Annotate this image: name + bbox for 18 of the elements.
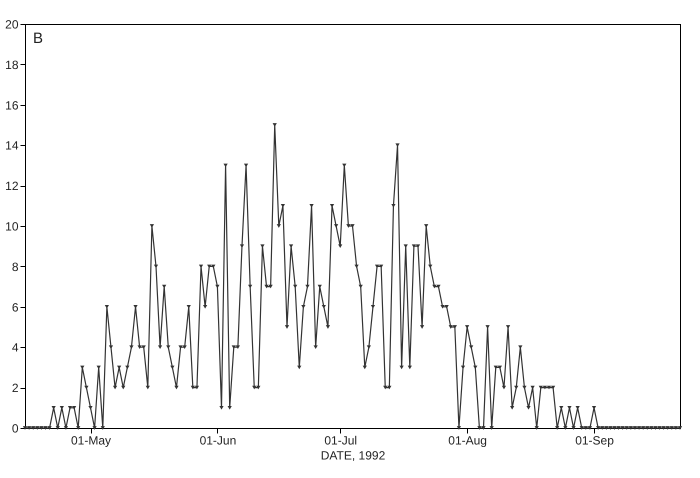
y-tick-label: 6: [12, 300, 19, 314]
x-tick-label: 01-Aug: [448, 434, 487, 448]
y-tick-label: 16: [5, 98, 19, 112]
y-tick-label: 8: [12, 260, 19, 274]
y-tick-label: 14: [5, 138, 19, 153]
y-tick-label: 18: [5, 58, 19, 72]
x-axis-title: DATE, 1992: [320, 448, 386, 462]
y-tick-label: 0: [12, 422, 19, 436]
y-tick-label: 4: [12, 340, 19, 355]
x-tick-label: 01-May: [70, 434, 112, 448]
annotation: B: [33, 30, 44, 47]
y-tick-label: 20: [5, 18, 19, 32]
x-tick-label: 01-Jul: [324, 434, 358, 448]
x-tick-label: 01-Jun: [200, 434, 236, 448]
y-tick-label: 12: [5, 179, 19, 194]
x-tick-label: 01-Sep: [575, 434, 614, 448]
y-tick-label: 2: [12, 381, 19, 396]
y-tick-label: 10: [5, 220, 19, 234]
